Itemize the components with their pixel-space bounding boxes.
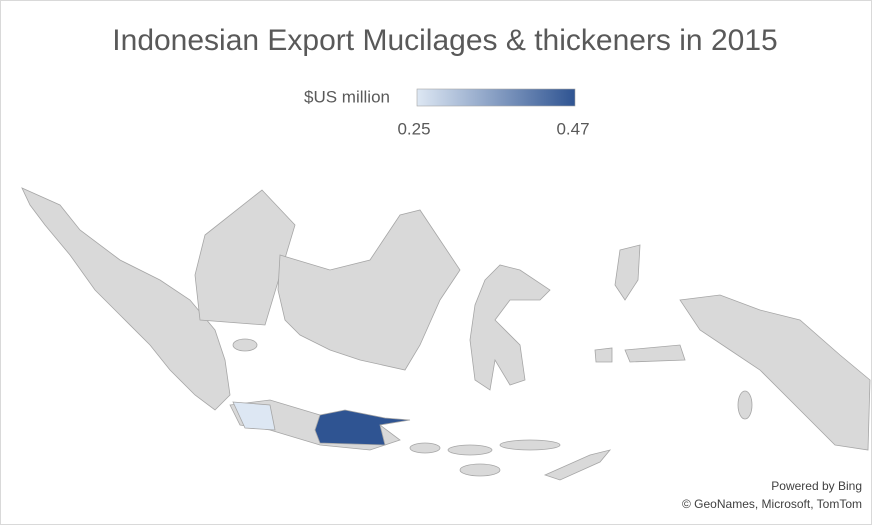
chart-title: Indonesian Export Mucilages & thickeners… [112, 24, 777, 57]
timor [543, 449, 612, 481]
attribution: Powered by Bing [771, 479, 862, 493]
region [232, 401, 276, 431]
seram [624, 344, 686, 363]
regions [232, 401, 411, 446]
sumatra [21, 187, 231, 411]
land [21, 187, 871, 481]
malaysia [194, 189, 296, 326]
halmahera [614, 244, 641, 301]
bali-lombok [409, 442, 441, 454]
kalimantan [277, 209, 461, 371]
legend-title: $US million [304, 87, 390, 106]
legend-min: 0.25 [397, 119, 430, 138]
region [314, 409, 411, 446]
buru [594, 347, 613, 363]
attribution: © GeoNames, Microsoft, TomTom [682, 497, 862, 511]
aru [737, 390, 753, 420]
sumbawa [447, 444, 493, 456]
bangka [232, 338, 258, 352]
legend-gradient [416, 88, 576, 107]
sumba [459, 463, 501, 477]
papua [679, 294, 871, 451]
sulawesi [469, 264, 551, 391]
legend-max: 0.47 [556, 119, 589, 138]
flores [499, 439, 561, 451]
